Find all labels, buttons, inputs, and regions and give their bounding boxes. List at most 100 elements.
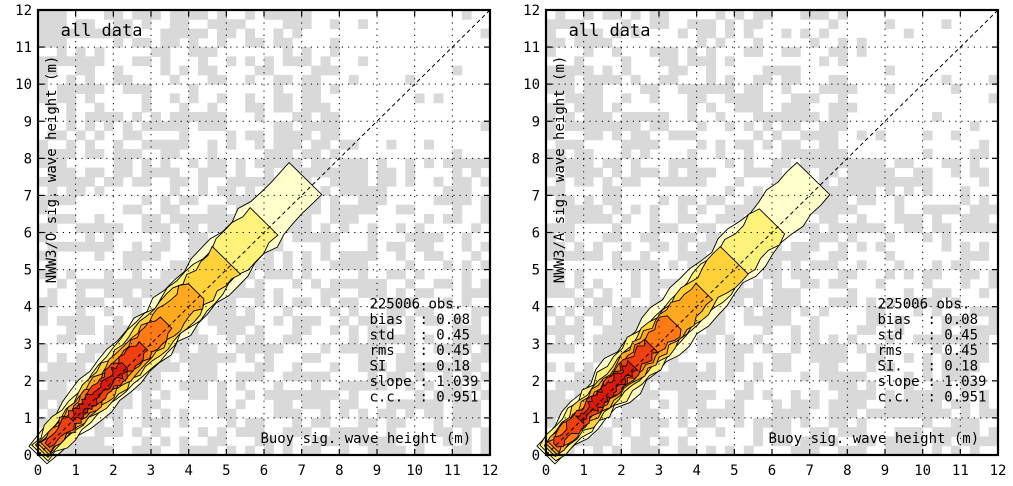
scatter-cell bbox=[245, 75, 255, 85]
scatter-cell bbox=[358, 353, 368, 363]
scatter-cell bbox=[198, 362, 208, 372]
scatter-cell bbox=[640, 149, 650, 159]
scatter-cell bbox=[142, 93, 152, 103]
scatter-cell bbox=[179, 131, 189, 141]
scatter-cell bbox=[142, 436, 152, 446]
scatter-cell bbox=[198, 29, 208, 39]
scatter-cell bbox=[857, 242, 867, 252]
scatter-cell bbox=[302, 75, 312, 85]
scatter-cell bbox=[283, 260, 293, 270]
scatter-cell bbox=[273, 344, 283, 354]
scatter-cell bbox=[904, 158, 914, 168]
scatter-cell bbox=[866, 223, 876, 233]
y-tick-label: 9 bbox=[24, 114, 32, 130]
scatter-cell bbox=[66, 334, 76, 344]
scatter-cell bbox=[311, 158, 321, 168]
scatter-cell bbox=[95, 149, 105, 159]
scatter-cell bbox=[565, 307, 575, 317]
scatter-cell bbox=[791, 344, 801, 354]
scatter-cell bbox=[349, 307, 359, 317]
scatter-cell bbox=[838, 223, 848, 233]
scatter-cell bbox=[76, 186, 86, 196]
scatter-cell bbox=[725, 186, 735, 196]
scatter-cell bbox=[734, 93, 744, 103]
scatter-cell bbox=[960, 260, 970, 270]
scatter-cell bbox=[838, 103, 848, 113]
scatter-cell bbox=[734, 399, 744, 409]
scatter-cell bbox=[781, 121, 791, 131]
scatter-cell bbox=[838, 251, 848, 261]
scatter-cell bbox=[283, 251, 293, 261]
scatter-cell bbox=[368, 186, 378, 196]
scatter-cell bbox=[405, 260, 415, 270]
scatter-cell bbox=[302, 121, 312, 131]
scatter-cell bbox=[593, 344, 603, 354]
scatter-cell bbox=[659, 47, 669, 57]
scatter-cell bbox=[687, 131, 697, 141]
scatter-cell bbox=[443, 195, 453, 205]
scatter-cell bbox=[763, 325, 773, 335]
scatter-cell bbox=[471, 251, 481, 261]
scatter-cell bbox=[819, 344, 829, 354]
scatter-cell bbox=[603, 10, 613, 20]
scatter-cell bbox=[217, 399, 227, 409]
scatter-cell bbox=[650, 121, 660, 131]
scatter-cell bbox=[160, 29, 170, 39]
scatter-cell bbox=[76, 56, 86, 66]
y-tick-label: 2 bbox=[532, 374, 540, 390]
x-tick-label: 12 bbox=[990, 463, 1007, 479]
scatter-cell bbox=[546, 288, 556, 298]
scatter-cell bbox=[358, 260, 368, 270]
scatter-cell bbox=[697, 56, 707, 66]
y-axis-label: NWW3/O sig. wave height (m) bbox=[44, 56, 60, 284]
scatter-cell bbox=[264, 168, 274, 178]
y-tick-label: 4 bbox=[24, 300, 32, 316]
scatter-cell bbox=[593, 205, 603, 215]
scatter-cell bbox=[584, 75, 594, 85]
scatter-cell bbox=[744, 195, 754, 205]
scatter-cell bbox=[142, 177, 152, 187]
scatter-cell bbox=[151, 47, 161, 57]
scatter-cell bbox=[838, 56, 848, 66]
scatter-cell bbox=[311, 149, 321, 159]
scatter-cell bbox=[631, 409, 641, 419]
stats-name: c.c. bbox=[877, 390, 911, 406]
scatter-cell bbox=[574, 316, 584, 326]
scatter-cell bbox=[640, 84, 650, 94]
scatter-cell bbox=[744, 93, 754, 103]
scatter-cell bbox=[339, 409, 349, 419]
scatter-cell bbox=[603, 436, 613, 446]
scatter-cell bbox=[217, 381, 227, 391]
scatter-cell bbox=[810, 260, 820, 270]
scatter-cell bbox=[687, 168, 697, 178]
scatter-cell bbox=[85, 66, 95, 76]
scatter-cell bbox=[217, 121, 227, 131]
scatter-cell bbox=[339, 251, 349, 261]
scatter-cell bbox=[885, 186, 895, 196]
scatter-cell bbox=[405, 279, 415, 289]
scatter-cell bbox=[283, 10, 293, 20]
scatter-cell bbox=[47, 297, 57, 307]
scatter-cell bbox=[885, 233, 895, 243]
scatter-cell bbox=[66, 362, 76, 372]
scatter-cell bbox=[151, 381, 161, 391]
scatter-cell bbox=[979, 251, 989, 261]
scatter-cell bbox=[942, 223, 952, 233]
scatter-cell bbox=[706, 418, 716, 428]
scatter-cell bbox=[772, 307, 782, 317]
scatter-cell bbox=[76, 177, 86, 187]
scatter-cell bbox=[95, 427, 105, 437]
scatter-cell bbox=[217, 29, 227, 39]
scatter-cell bbox=[66, 168, 76, 178]
scatter-cell bbox=[979, 242, 989, 252]
scatter-cell bbox=[377, 195, 387, 205]
scatter-cell bbox=[687, 233, 697, 243]
scatter-cell bbox=[273, 75, 283, 85]
scatter-cell bbox=[650, 140, 660, 150]
scatter-cell bbox=[170, 168, 180, 178]
scatter-cell bbox=[273, 390, 283, 400]
scatter-cell bbox=[791, 288, 801, 298]
scatter-cell bbox=[800, 270, 810, 280]
scatter-cell bbox=[650, 10, 660, 20]
scatter-cell bbox=[38, 390, 48, 400]
